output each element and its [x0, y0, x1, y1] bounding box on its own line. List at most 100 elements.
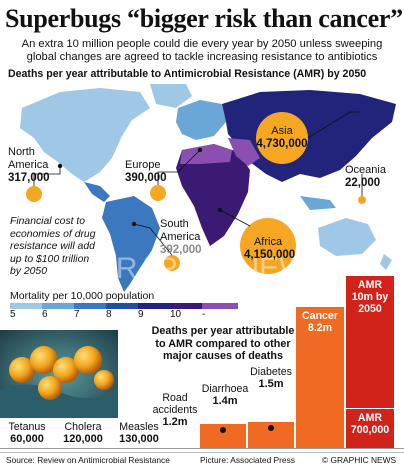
asia-bubble	[256, 112, 308, 164]
source-credit: Source: Review on Antimicrobial Resistan…	[6, 455, 170, 465]
leader-lines	[33, 111, 363, 256]
callout-line-2: economies of drug	[10, 228, 96, 240]
leader-dots	[57, 147, 223, 227]
callout-line-3: resistance will add	[10, 241, 95, 252]
africa-name: Africa	[253, 236, 283, 248]
category-label: Road	[162, 392, 188, 404]
new-zealand-shape	[380, 254, 392, 270]
bar-label-amr-now: AMR 700,000	[346, 412, 394, 436]
central-america-shape	[84, 182, 110, 202]
legend-swatch	[42, 303, 74, 309]
region-oceania-shape	[318, 218, 376, 256]
region-north-america-shape	[20, 88, 150, 182]
legend-tick-label: 6	[42, 309, 48, 320]
callout-line-1: Financial cost to	[10, 216, 86, 227]
legend-tick-label: 7	[74, 309, 80, 320]
subtitle-line-2: global changes are agreed to tackle incr…	[26, 51, 378, 63]
label-north-america: North America 317,000	[8, 146, 50, 185]
bar-marker-dot	[220, 426, 226, 433]
africa-bubble	[240, 218, 296, 274]
bar-label-cholera: Cholera 120,000	[54, 421, 112, 445]
africa-north-shape	[180, 144, 232, 164]
south-america-name-2: America	[160, 231, 201, 243]
category-label: 10m by	[351, 291, 389, 303]
category-label: Tetanus	[8, 421, 46, 433]
region-south-america-shape	[102, 196, 160, 292]
legend-swatch	[138, 303, 170, 309]
value-label: 130,000	[119, 433, 159, 445]
category-label: 2050	[358, 303, 382, 315]
value-label: 60,000	[10, 433, 44, 445]
bar-chart-title-line-1: Deaths per year attributable	[151, 325, 295, 337]
greenland-shape	[150, 84, 192, 108]
label-south-america: South America 392,000	[160, 218, 202, 257]
footer-divider	[0, 452, 404, 453]
category-label: Cholera	[64, 421, 102, 433]
bar-chart-title-line-2: to AMR compared to other	[155, 337, 291, 350]
subtitle-line-1: An extra 10 million people could die eve…	[21, 38, 383, 50]
graphic-news-credit: © GRAPHIC NEWS	[322, 455, 397, 465]
page-title: Superbugs “bigger risk than cancer”	[5, 4, 403, 33]
europe-value: 390,000	[125, 172, 167, 184]
category-label: Diabetes	[250, 366, 292, 378]
north-america-name-1: North	[8, 146, 35, 158]
amr-segment-divider	[346, 408, 394, 409]
europe-name: Europe	[125, 159, 161, 171]
value-label: 1.5m	[258, 378, 284, 390]
label-europe: Europe 390,000	[125, 159, 167, 185]
world-map: GRAPHIC NEWS	[0, 78, 404, 298]
financial-cost-callout: Financial cost to economies of drug resi…	[10, 216, 146, 279]
bacteria-photo	[0, 330, 118, 418]
oceania-name: Oceania	[345, 164, 386, 176]
bar-label-diarrhoea: Diarrhoea 1.4m	[200, 383, 250, 407]
bacteria-cells	[9, 346, 114, 400]
europe-bubble	[150, 185, 166, 201]
label-oceania: Oceania 22,000	[345, 164, 386, 190]
bar-chart-title-line-3: major causes of deaths	[162, 350, 283, 362]
label-africa: Africa 4,150,000	[244, 236, 295, 262]
bar-cancer	[296, 306, 344, 448]
south-america-name-1: South	[160, 218, 189, 230]
category-label: Measles	[119, 421, 159, 433]
south-america-value: 392,000	[160, 244, 202, 256]
bar-label-amr-2050: AMR 10m by 2050	[346, 279, 394, 315]
legend-tick-label: 8	[106, 309, 112, 320]
south-america-bubble	[164, 255, 180, 271]
callout-line-5: by 2050	[10, 266, 47, 277]
legend-tick-label: 9	[138, 309, 144, 320]
legend-tick-label: -	[202, 309, 206, 320]
bar-amr-2050	[346, 276, 394, 448]
legend-swatch	[202, 303, 238, 309]
north-america-bubble	[26, 186, 42, 202]
label-asia: Asia 4,730,000	[252, 125, 312, 151]
bar-label-cancer: Cancer 8.2m	[296, 310, 344, 334]
value-label: 1.4m	[212, 395, 238, 407]
legend-color-bar	[10, 303, 238, 309]
value-label: 8.2m	[307, 321, 333, 334]
value-label: 120,000	[63, 433, 103, 445]
value-label: 1.2m	[162, 416, 188, 428]
callout-line-4: up to $100 trillion	[10, 253, 90, 265]
category-label: Cancer	[302, 309, 338, 322]
asia-value: 4,730,000	[256, 138, 308, 150]
category-label: accidents	[152, 404, 198, 416]
legend-swatch	[170, 303, 202, 309]
asia-name: Asia	[271, 125, 293, 137]
legend-swatch	[74, 303, 106, 309]
legend-tick-label: 10	[170, 309, 182, 320]
bar-label-tetanus: Tetanus 60,000	[0, 421, 56, 445]
bar-label-diabetes: Diabetes 1.5m	[246, 366, 296, 390]
north-america-value: 317,000	[8, 172, 50, 184]
value-label: 700,000	[350, 424, 390, 436]
watermark: GRAPHIC NEWS	[92, 252, 327, 285]
legend-title: Mortality per 10,000 population	[10, 290, 155, 302]
chart-baseline	[0, 448, 404, 449]
category-label: Diarrhoea	[201, 383, 249, 395]
region-europe-shape	[176, 100, 226, 140]
north-america-name-2: America	[8, 159, 49, 171]
bar-label-road-accidents: Road accidents 1.2m	[150, 392, 200, 428]
legend-tick-label: 5	[10, 309, 16, 320]
middle-east-shape	[228, 138, 260, 166]
legend-swatch	[10, 303, 42, 309]
